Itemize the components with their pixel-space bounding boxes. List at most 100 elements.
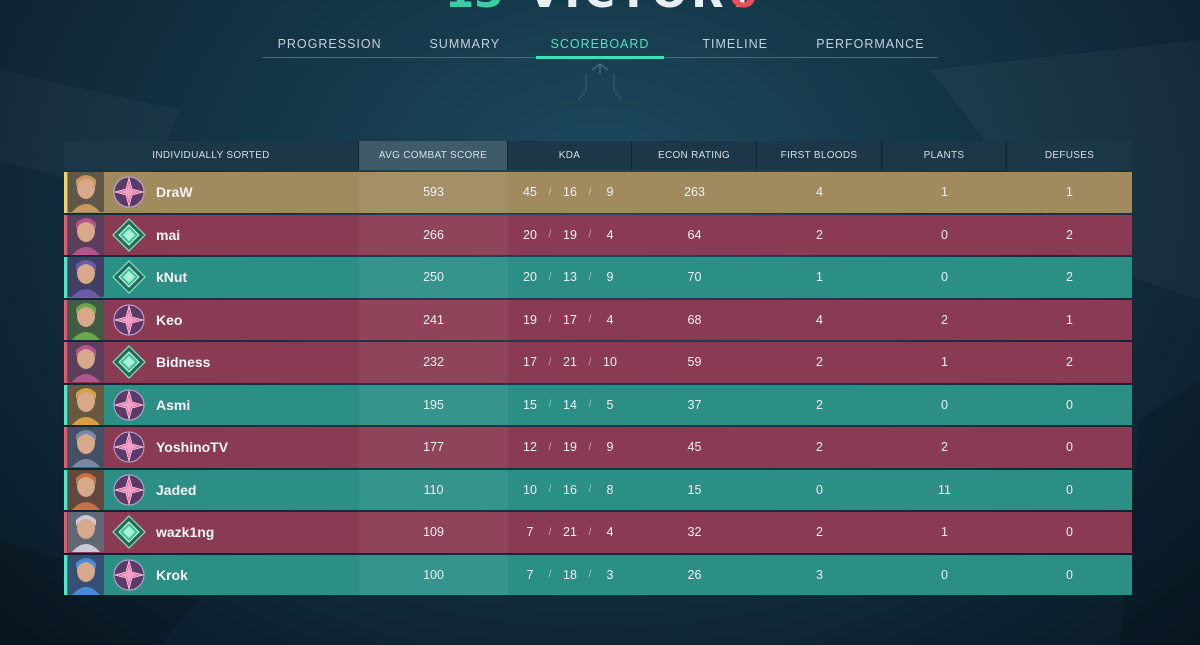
kills-value: 20 [523,227,537,242]
kda-separator: / [588,484,592,496]
table-row[interactable]: Jaded 110 10/16/8 15 0 11 0 [64,469,1132,511]
kills-value: 10 [523,482,537,497]
scoreboard-rows: DraW 593 45/16/9 263 4 1 1 mai 266 20/19/4 64 2 0 2 kN… [64,172,1132,595]
defuses-value: 1 [1066,312,1073,327]
deaths-value: 21 [563,525,577,540]
header-first-bloods[interactable]: FIRST BLOODS [757,141,882,170]
deaths-value: 17 [563,312,577,327]
deaths-value: 19 [563,227,577,242]
agent-portrait-icon [68,299,104,340]
kda-separator: / [548,314,552,326]
assists-value: 9 [606,270,614,285]
defuses-value: 0 [1066,525,1073,540]
header-plants[interactable]: PLANTS [882,141,1007,170]
deaths-value: 16 [563,185,577,200]
defuses-value: 2 [1066,270,1073,285]
tab-progression[interactable]: PROGRESSION [277,37,382,51]
tab-timeline[interactable]: TIMELINE [702,37,769,51]
team-color-strip [64,554,67,595]
first-bloods-value: 2 [816,440,823,455]
econ-value: 15 [687,482,702,497]
kda-separator: / [548,484,552,496]
table-row[interactable]: wazk1ng 109 7/21/4 32 2 1 0 [64,512,1132,553]
assists-value: 8 [606,482,614,497]
agent-portrait-icon [68,384,104,425]
plants-value: 0 [941,567,948,582]
team-color-strip [64,257,67,298]
acs-value: 195 [359,384,508,425]
player-name[interactable]: Krok [156,566,188,583]
table-row[interactable]: Bidness 232 17/21/10 59 2 1 2 [64,342,1132,383]
plants-value: 0 [941,227,948,242]
first-bloods-value: 3 [816,567,823,582]
agent-portrait-icon [68,554,104,595]
team-color-strip [64,172,67,213]
match-tabs: PROGRESSION SUMMARY SCOREBOARD TIMELINE … [262,32,938,59]
agent-portrait-icon [68,214,104,255]
rank-icon [112,430,146,464]
header-kda[interactable]: KDA [508,141,632,170]
kda-value: 10 / 16 / 8 [508,470,632,511]
rank-icon [112,303,146,337]
header-avg-combat-score[interactable]: AVG COMBAT SCORE [359,141,508,170]
player-name[interactable]: Bidness [156,354,211,371]
player-cell: Asmi [64,384,359,426]
player-name[interactable]: Jaded [156,481,197,498]
rank-icon [112,175,146,209]
player-name[interactable]: Asmi [156,396,191,413]
acs-value: 250 [359,257,508,298]
header-econ-rating[interactable]: ECON RATING [632,141,757,170]
defuses-value: 0 [1066,397,1073,412]
header-individually-sorted[interactable]: INDIVIDUALLY SORTED [64,141,359,170]
kda-value: 7 / 21 / 4 [508,512,632,553]
plants-value: 1 [941,355,948,370]
defuses-value: 2 [1066,355,1073,370]
rank-icon [112,558,146,592]
plants-value: 1 [941,525,948,540]
team-color-strip [64,512,67,553]
kda-separator: / [548,229,552,241]
player-name[interactable]: mai [156,226,181,243]
player-name[interactable]: wazk1ng [156,524,215,541]
kda-separator: / [588,229,592,241]
table-row[interactable]: YoshinoTV 177 12 / 19 / 9 45 2 2 0 [64,427,1132,468]
player-name[interactable]: YoshinoTV [156,439,229,456]
player-name[interactable]: DraW [156,184,193,201]
player-cell: mai [64,214,359,256]
defuses-value: 0 [1066,567,1073,582]
rank-icon [112,260,146,295]
player-cell: Jaded [64,469,359,511]
table-row[interactable]: mai 266 20/19/4 64 2 0 2 [64,214,1132,256]
first-bloods-value: 0 [816,482,823,497]
econ-value: 64 [687,227,702,242]
header-defuses[interactable]: DEFUSES [1044,150,1095,161]
table-row[interactable]: Asmi 195 15 / 14 / 5 37 2 0 0 [64,384,1132,426]
kda-separator: / [588,441,592,453]
kda-value: 7 / 18 / 3 [508,555,632,596]
player-name[interactable]: kNut [156,269,188,286]
tab-summary[interactable]: SUMMARY [429,37,501,51]
tab-scoreboard[interactable]: SCOREBOARD [532,32,667,59]
tab-performance[interactable]: PERFORMANCE [816,37,925,51]
kda-separator: / [588,314,592,326]
kda-value: 17 / 21 / 10 [508,342,632,383]
kda-separator: / [548,526,552,538]
kda-value: 12 / 19 / 9 [508,427,632,468]
table-row[interactable]: Krok 100 7 / 18 / 3 26 3 0 0 [64,554,1132,596]
tab-indicator-decoration [577,63,623,101]
player-cell: Bidness [64,342,359,383]
kda-separator: / [548,569,552,581]
table-row[interactable]: Keo 241 19 / 17 / 4 68 4 2 1 [64,299,1132,340]
agent-portrait-icon [68,427,104,468]
acs-value: 266 [359,214,508,255]
table-row[interactable]: DraW 593 45 / 16 / 9 263 4 1 1 [64,172,1132,213]
table-row[interactable]: kNut 250 20 / 13 / 9 70 1 0 2 [64,257,1132,298]
player-name[interactable]: Keo [156,311,183,328]
acs-value: 241 [359,299,508,340]
defuses-value: 1 [1066,185,1073,200]
rank-icon [112,217,146,252]
agent-portrait-icon [68,512,104,553]
first-bloods-value: 4 [816,312,823,327]
agent-portrait-icon [68,342,104,383]
player-cell: kNut [64,257,359,298]
